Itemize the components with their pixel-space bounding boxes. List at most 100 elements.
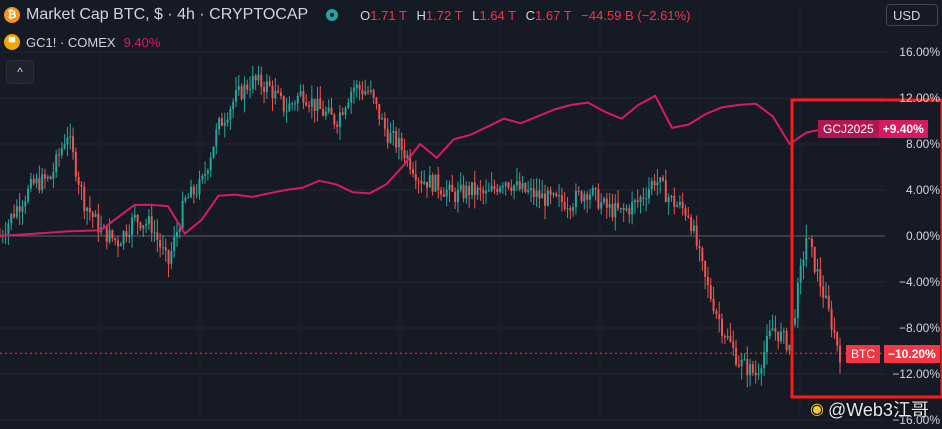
- candle-body: [251, 75, 254, 90]
- ohlc-low-value: 1.64 T: [479, 7, 517, 23]
- candle-body: [687, 215, 690, 218]
- candle-body: [260, 74, 263, 87]
- candle-body: [485, 190, 488, 194]
- y-tick-label: 4.00%: [905, 183, 940, 197]
- visibility-eye-icon[interactable]: [326, 9, 339, 21]
- candle-body: [232, 101, 235, 110]
- candle-body: [476, 187, 479, 195]
- candle-body: [437, 174, 440, 191]
- candle-body: [549, 190, 552, 195]
- candle-body: [18, 206, 21, 212]
- candle-body: [695, 225, 698, 246]
- candle-body: [662, 177, 665, 181]
- candle-body: [732, 341, 735, 348]
- candle-body: [462, 184, 465, 199]
- candle-body: [94, 213, 97, 217]
- candle-body: [395, 131, 398, 148]
- candle-body: [69, 136, 72, 138]
- candle-body: [560, 195, 563, 203]
- candle-body: [88, 207, 91, 213]
- candle-body: [164, 247, 167, 251]
- secondary-legend[interactable]: ▀ GC1! · COMEX 9.40%: [0, 31, 160, 53]
- candle-body: [546, 190, 549, 206]
- candle-body: [580, 191, 583, 202]
- candle-body: [518, 181, 521, 190]
- candle-body: [254, 75, 257, 81]
- main-legend[interactable]: ₿ Market Cap BTC, $ · 4h · CRYPTOCAP O1.…: [0, 4, 696, 26]
- candle-body: [355, 84, 358, 88]
- btc-tag-value: −10.20%: [884, 345, 940, 363]
- candle-body: [588, 194, 591, 200]
- ohlc-close-value: 1.67 T: [535, 7, 572, 23]
- candle-body: [692, 225, 695, 232]
- candle-body: [810, 238, 813, 247]
- candle-body: [128, 234, 131, 237]
- candle-body: [7, 223, 10, 235]
- candle-body: [21, 206, 24, 212]
- candle-body: [445, 189, 448, 197]
- gold-tag-name: GCJ2025: [818, 120, 879, 138]
- y-tick-label: −12.00%: [892, 367, 940, 381]
- candle-body: [735, 347, 738, 365]
- candle-body: [142, 225, 145, 229]
- candle-body: [780, 331, 783, 342]
- candle-body: [555, 193, 558, 196]
- y-tick-label: 0.00%: [905, 229, 940, 243]
- watermark-text: @Web3江哥: [827, 400, 929, 420]
- candle-body: [743, 359, 746, 361]
- y-tick-label: 8.00%: [905, 137, 940, 151]
- candle-body: [204, 173, 207, 176]
- candle-body: [324, 111, 327, 116]
- candle-body: [229, 109, 232, 120]
- candle-body: [316, 98, 319, 111]
- candle-body: [597, 189, 600, 209]
- candle-body: [60, 148, 63, 156]
- grid-lines: [0, 8, 885, 425]
- candle-body: [170, 251, 173, 264]
- candle-body: [358, 84, 361, 90]
- highlight-box: [790, 98, 942, 399]
- candle-body: [198, 178, 201, 195]
- candle-body: [645, 198, 648, 200]
- candle-body: [802, 259, 805, 266]
- candle-body: [131, 217, 134, 235]
- candle-body: [246, 84, 249, 90]
- candle-body: [572, 207, 575, 211]
- candle-body: [538, 190, 541, 199]
- candle-body: [153, 232, 156, 234]
- candle-body: [746, 359, 749, 376]
- candle-body: [678, 201, 681, 206]
- candle-body: [706, 276, 709, 286]
- candle-body: [574, 190, 577, 208]
- ohlc-high-value: 1.72 T: [425, 7, 463, 23]
- candle-body: [785, 330, 788, 351]
- candle-body: [305, 102, 308, 106]
- candle-body: [459, 184, 462, 190]
- candle-body: [681, 201, 684, 209]
- candle-body: [611, 204, 614, 218]
- candle-body: [234, 90, 237, 102]
- candle-body: [721, 318, 724, 336]
- candle-body: [808, 238, 811, 240]
- candle-body: [215, 129, 218, 147]
- candle-body: [603, 198, 606, 203]
- candle-body: [504, 182, 507, 186]
- candle-body: [74, 151, 77, 177]
- candle-body: [122, 231, 125, 245]
- collapse-legend-button[interactable]: ^: [6, 60, 34, 84]
- ohlc-low-key: L: [472, 7, 480, 23]
- currency-label: USD: [893, 7, 921, 23]
- candle-body: [496, 188, 499, 192]
- secondary-symbol-title: GC1! · COMEX: [26, 34, 116, 50]
- candle-body: [218, 118, 221, 130]
- candle-body: [271, 85, 274, 99]
- candle-body: [32, 179, 35, 184]
- candle-body: [38, 178, 41, 191]
- candle-body: [513, 185, 516, 191]
- candle-body: [175, 231, 178, 237]
- candle-body: [105, 226, 108, 243]
- candle-body: [622, 208, 625, 211]
- candle-body: [313, 98, 316, 111]
- currency-selector[interactable]: USD: [886, 4, 938, 26]
